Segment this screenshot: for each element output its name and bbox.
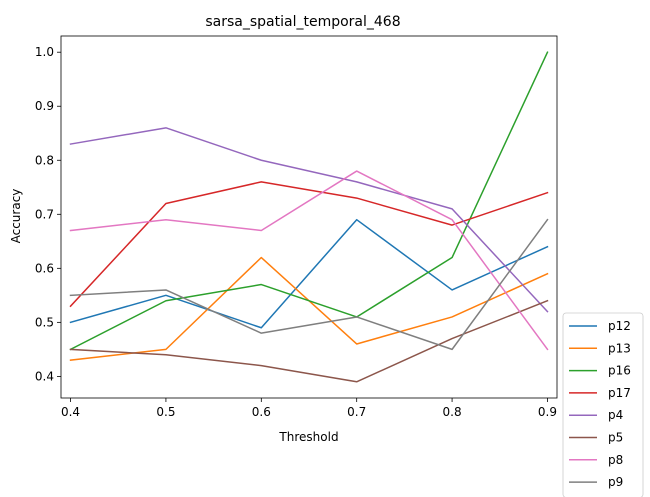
legend-item-p5: p5 xyxy=(569,431,623,445)
x-tick-label-0.5: 0.5 xyxy=(156,405,175,419)
x-tick-label-0.8: 0.8 xyxy=(443,405,462,419)
y-tick-label-0.6: 0.6 xyxy=(35,261,54,275)
legend-label-p13: p13 xyxy=(608,341,631,355)
legend-item-p13: p13 xyxy=(569,341,631,355)
x-tick-label-0.6: 0.6 xyxy=(252,405,271,419)
legend-item-p4: p4 xyxy=(569,408,623,422)
plot-area: 0.4 0.5 0.6 0.7 0.8 0.9 0.4 0.5 0.6 0.7 0.8 0.9 1.0 xyxy=(35,35,558,419)
y-axis-label: Accuracy xyxy=(9,189,23,244)
chart-title: sarsa_spatial_temporal_468 xyxy=(205,14,400,30)
legend-item-p12: p12 xyxy=(569,319,631,333)
x-tick-label-0.7: 0.7 xyxy=(347,405,366,419)
x-tick-label-0.4: 0.4 xyxy=(61,405,80,419)
legend-label-p17: p17 xyxy=(608,386,631,400)
legend-label-p16: p16 xyxy=(608,364,631,378)
series-line-p9 xyxy=(69,218,549,351)
x-tick-label-0.9: 0.9 xyxy=(538,405,557,419)
series-line-p12 xyxy=(69,218,549,329)
y-tick-label-0.8: 0.8 xyxy=(35,153,54,167)
legend: p12 p13 p16 p17 p4 p5 p8 p9 xyxy=(562,312,644,497)
series-line-p4 xyxy=(69,127,549,313)
series-line-p8 xyxy=(69,170,549,351)
legend-label-p4: p4 xyxy=(608,408,623,422)
legend-label-p5: p5 xyxy=(608,431,623,445)
series-group xyxy=(69,51,549,383)
series-line-p16 xyxy=(69,51,549,351)
y-tick-label-0.5: 0.5 xyxy=(35,315,54,329)
series-line-p5 xyxy=(69,299,549,383)
legend-box xyxy=(562,312,644,497)
axes-frame xyxy=(60,35,558,399)
legend-item-p8: p8 xyxy=(569,453,623,467)
legend-item-p16: p16 xyxy=(569,364,631,378)
x-axis-label: Threshold xyxy=(278,430,338,444)
series-line-p17 xyxy=(69,181,549,308)
legend-label-p9: p9 xyxy=(608,475,623,489)
legend-item-p17: p17 xyxy=(569,386,631,400)
y-tick-label-1.0: 1.0 xyxy=(35,45,54,59)
y-tick-label-0.9: 0.9 xyxy=(35,99,54,113)
legend-label-p8: p8 xyxy=(608,453,623,467)
y-tick-label-0.4: 0.4 xyxy=(35,369,54,383)
legend-item-p9: p9 xyxy=(569,475,623,489)
y-tick-label-0.7: 0.7 xyxy=(35,207,54,221)
legend-label-p12: p12 xyxy=(608,319,631,333)
